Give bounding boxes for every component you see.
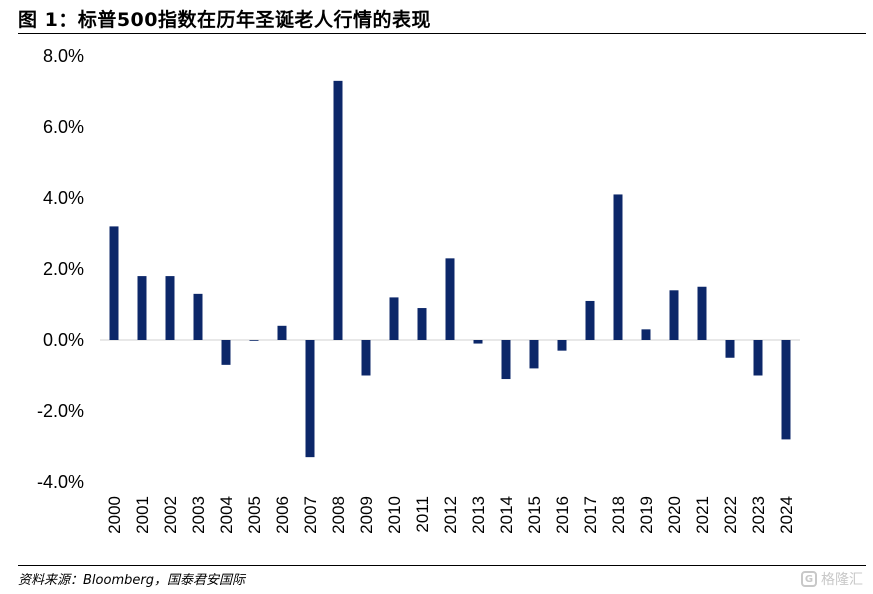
bar-2019 xyxy=(641,329,651,340)
x-tick-label: 2009 xyxy=(357,496,376,534)
bar-2011 xyxy=(417,308,427,340)
x-tick-label: 2014 xyxy=(497,496,516,534)
bar-2002 xyxy=(165,276,175,340)
bar-2021 xyxy=(697,286,707,340)
watermark: G 格隆汇 xyxy=(801,569,863,589)
y-tick-label: 8.0% xyxy=(43,46,84,66)
bar-2008 xyxy=(333,80,343,340)
header-divider xyxy=(18,33,866,34)
bar-2005 xyxy=(249,340,259,341)
x-tick-label: 2008 xyxy=(329,496,348,534)
x-tick-label: 2000 xyxy=(105,496,124,534)
bar-2001 xyxy=(137,276,147,340)
x-tick-label: 2006 xyxy=(273,496,292,534)
footer-divider xyxy=(18,565,866,566)
x-tick-label: 2021 xyxy=(693,496,712,534)
watermark-text: 格隆汇 xyxy=(821,572,863,588)
y-tick-label: -4.0% xyxy=(37,472,84,492)
y-tick-label: -2.0% xyxy=(37,401,84,421)
x-tick-label: 2015 xyxy=(525,496,544,534)
x-tick-label: 2022 xyxy=(721,496,740,534)
x-tick-label: 2005 xyxy=(245,496,264,534)
x-tick-label: 2003 xyxy=(189,496,208,534)
x-tick-label: 2023 xyxy=(749,496,768,534)
bar-2013 xyxy=(473,340,483,344)
bar-2007 xyxy=(305,340,315,458)
bar-2017 xyxy=(585,300,595,340)
x-tick-label: 2020 xyxy=(665,496,684,534)
bar-2016 xyxy=(557,340,567,351)
chart-header: 图 1：标普500指数在历年圣诞老人行情的表现 xyxy=(0,0,873,34)
bar-2004 xyxy=(221,340,231,365)
y-tick-label: 6.0% xyxy=(43,117,84,137)
y-tick-label: 4.0% xyxy=(43,188,84,208)
chart-title: 图 1：标普500指数在历年圣诞老人行情的表现 xyxy=(18,9,431,31)
watermark-logo-icon: G xyxy=(801,571,817,587)
x-tick-label: 2018 xyxy=(609,496,628,534)
bar-2014 xyxy=(501,340,511,380)
x-tick-label: 2017 xyxy=(581,496,600,534)
x-tick-label: 2016 xyxy=(553,496,572,534)
bar-series xyxy=(109,80,791,458)
bar-2024 xyxy=(781,340,791,440)
x-tick-label: 2024 xyxy=(777,496,796,534)
y-tick-label: 2.0% xyxy=(43,259,84,279)
x-tick-label: 2007 xyxy=(301,496,320,534)
bar-2020 xyxy=(669,290,679,340)
bar-2012 xyxy=(445,258,455,340)
x-tick-label: 2012 xyxy=(441,496,460,534)
x-tick-label: 2013 xyxy=(469,496,488,534)
bar-2022 xyxy=(725,340,735,358)
y-axis: 8.0% 6.0% 4.0% 2.0% 0.0% -2.0% -4.0% xyxy=(37,46,84,492)
x-tick-label: 2019 xyxy=(637,496,656,534)
x-axis: 2000 2001 2002 2003 2004 2005 2006 2007 2008 2009… xyxy=(105,496,796,534)
x-tick-label: 2010 xyxy=(385,496,404,534)
bar-2023 xyxy=(753,340,763,376)
bar-2010 xyxy=(389,297,399,340)
x-tick-label: 2004 xyxy=(217,496,236,534)
bar-chart: 8.0%6.0%4.0%2.0%0.0%-2.0%-4.0% 2000 2001 2… xyxy=(37,46,800,534)
x-tick-label: 2001 xyxy=(133,496,152,534)
bar-2018 xyxy=(613,194,623,340)
bar-2006 xyxy=(277,325,287,340)
source-note: 资料来源：Bloomberg，国泰君安国际 xyxy=(18,573,245,588)
x-tick-label: 2011 xyxy=(413,496,432,533)
y-tick-label: 0.0% xyxy=(43,330,84,350)
bar-2000 xyxy=(109,226,119,340)
bar-2003 xyxy=(193,293,203,340)
x-tick-label: 2002 xyxy=(161,496,180,534)
bar-2009 xyxy=(361,340,371,376)
bar-2015 xyxy=(529,340,539,369)
